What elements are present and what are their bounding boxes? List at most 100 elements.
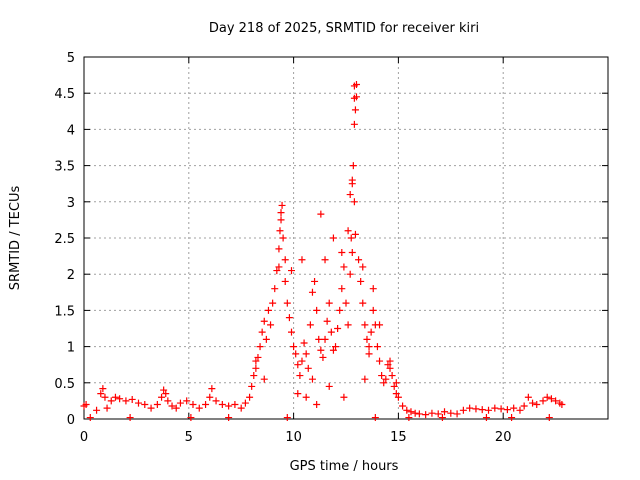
x-axis-title: GPS time / hours xyxy=(290,459,399,474)
data-point xyxy=(365,343,373,351)
data-point xyxy=(545,414,553,422)
data-point xyxy=(281,256,289,264)
data-point xyxy=(338,285,346,293)
data-point xyxy=(466,404,474,412)
data-point xyxy=(351,106,359,114)
data-point xyxy=(338,248,346,256)
data-point xyxy=(86,414,94,422)
grid-lines xyxy=(84,57,608,419)
data-point xyxy=(325,299,333,307)
data-point xyxy=(384,361,392,369)
data-point xyxy=(256,343,264,351)
data-point xyxy=(394,393,402,401)
data-point xyxy=(103,404,111,412)
data-point xyxy=(392,379,400,387)
data-point xyxy=(271,285,279,293)
data-point xyxy=(252,364,260,372)
data-point xyxy=(107,397,115,405)
data-point xyxy=(438,414,446,422)
data-point xyxy=(281,277,289,285)
data-point xyxy=(392,390,400,398)
data-point xyxy=(351,230,359,238)
y-tick-label: 0 xyxy=(67,413,75,428)
data-point xyxy=(334,325,342,332)
data-point xyxy=(164,397,172,405)
data-point xyxy=(552,397,560,405)
data-point xyxy=(206,393,214,401)
data-point xyxy=(283,414,291,422)
data-point xyxy=(363,335,371,343)
data-point xyxy=(533,401,541,409)
data-point xyxy=(325,382,333,390)
data-point xyxy=(350,94,358,102)
data-point xyxy=(187,414,195,422)
data-point xyxy=(147,404,155,412)
data-point xyxy=(158,393,166,401)
data-point xyxy=(491,404,499,412)
data-point xyxy=(290,343,298,351)
data-point xyxy=(172,404,180,412)
data-point xyxy=(478,406,486,414)
data-point xyxy=(352,81,360,89)
data-point xyxy=(361,321,369,329)
data-point xyxy=(355,256,363,264)
data-point xyxy=(302,350,310,358)
data-point xyxy=(376,357,384,365)
data-point xyxy=(141,401,149,409)
data-point xyxy=(321,335,329,343)
y-tick-label: 4.5 xyxy=(54,87,75,102)
data-point xyxy=(262,335,270,343)
data-point xyxy=(340,393,348,401)
data-point xyxy=(202,401,210,409)
data-point xyxy=(350,120,358,128)
chart-title: Day 218 of 2025, SRMTID for receiver kir… xyxy=(209,21,479,36)
data-points xyxy=(80,81,566,422)
data-point xyxy=(250,372,258,380)
data-point xyxy=(283,299,291,307)
data-point xyxy=(97,390,105,398)
data-point xyxy=(344,227,352,235)
data-point xyxy=(183,397,191,405)
data-point xyxy=(116,395,124,403)
data-point xyxy=(447,409,455,417)
data-point xyxy=(503,406,511,414)
data-point xyxy=(485,406,493,414)
data-point xyxy=(336,306,344,314)
data-point xyxy=(275,245,283,253)
data-point xyxy=(361,375,369,383)
data-point xyxy=(308,375,316,383)
data-point xyxy=(254,353,262,361)
data-point xyxy=(294,361,302,369)
data-point xyxy=(376,321,384,329)
data-point xyxy=(189,401,197,409)
data-point xyxy=(160,386,168,394)
y-tick-label: 1 xyxy=(67,341,75,356)
data-point xyxy=(93,406,101,414)
data-point xyxy=(218,401,226,409)
data-point xyxy=(399,402,407,410)
data-point xyxy=(231,401,239,409)
data-point xyxy=(276,227,284,235)
data-point xyxy=(313,306,321,314)
data-point xyxy=(346,191,354,199)
data-point xyxy=(195,404,203,412)
data-point xyxy=(371,414,379,422)
data-point xyxy=(386,364,394,372)
x-tick-label: 20 xyxy=(495,430,512,445)
data-point xyxy=(329,234,337,242)
data-point xyxy=(508,414,516,422)
y-tick-label: 0.5 xyxy=(54,377,75,392)
data-point xyxy=(482,414,490,422)
data-point xyxy=(275,263,283,271)
data-point xyxy=(524,393,532,401)
data-point xyxy=(415,410,423,418)
data-point xyxy=(258,328,266,336)
data-point xyxy=(520,402,528,410)
data-point xyxy=(306,321,314,329)
data-point xyxy=(225,402,233,410)
data-point xyxy=(344,321,352,329)
y-tick-label: 2 xyxy=(67,268,75,283)
y-tick-label: 3 xyxy=(67,196,75,211)
data-point xyxy=(434,410,442,418)
y-tick-label: 5 xyxy=(67,51,75,66)
